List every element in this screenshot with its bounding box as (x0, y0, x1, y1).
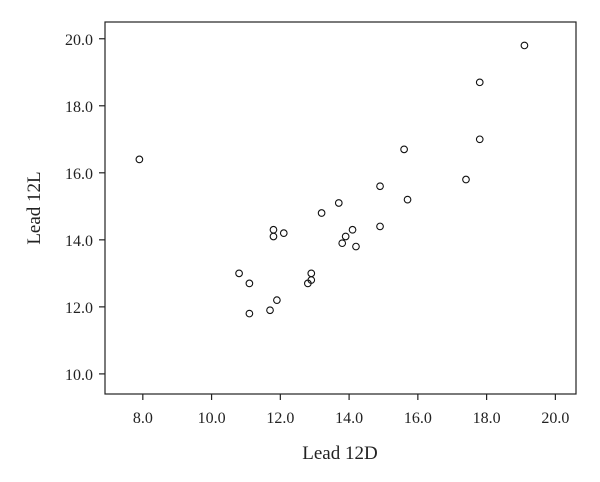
data-point (520, 41, 529, 50)
data-point (307, 269, 316, 278)
plot-frame (104, 21, 577, 395)
data-point (376, 182, 384, 191)
x-axis-title: Lead 12D (302, 443, 377, 464)
data-point (269, 225, 278, 234)
x-tick-label: 8.0 (133, 410, 153, 427)
data-point (400, 145, 408, 154)
data-point (245, 279, 254, 288)
data-point (475, 78, 484, 87)
y-tick-label: 16.0 (65, 166, 93, 183)
x-tick-label: 20.0 (541, 410, 569, 427)
x-tick-label: 18.0 (473, 410, 501, 427)
y-axis-title: Lead 12L (24, 171, 45, 244)
x-tick-label: 12.0 (266, 410, 294, 427)
data-point (376, 222, 384, 231)
data-point (317, 209, 326, 217)
y-tick-label: 10.0 (65, 367, 93, 384)
data-point (403, 195, 412, 204)
x-axis: 8.0 10.0 12.0 14.0 16.0 18.0 20.0 (133, 394, 569, 427)
y-tick-label: 18.0 (65, 99, 93, 116)
data-point (462, 175, 470, 184)
data-point (279, 229, 288, 237)
x-tick-label: 16.0 (404, 410, 432, 427)
data-point (245, 309, 254, 318)
y-axis: 10.0 12.0 14.0 16.0 18.0 20.0 (65, 32, 105, 384)
y-tick-label: 14.0 (65, 233, 93, 250)
x-tick-label: 10.0 (198, 410, 226, 427)
data-point (334, 199, 343, 207)
data-point (273, 296, 281, 305)
data-point (235, 269, 243, 278)
x-tick-label: 14.0 (335, 410, 363, 427)
data-point (341, 232, 350, 241)
data-point (269, 232, 278, 241)
data-point (338, 239, 347, 248)
data-point (352, 242, 360, 251)
y-tick-label: 20.0 (65, 32, 93, 49)
data-point (475, 135, 484, 144)
data-points (135, 41, 529, 318)
y-tick-label: 12.0 (65, 300, 93, 317)
data-point (307, 276, 316, 284)
data-point (135, 155, 144, 164)
data-point (266, 306, 274, 315)
data-point (348, 225, 357, 234)
